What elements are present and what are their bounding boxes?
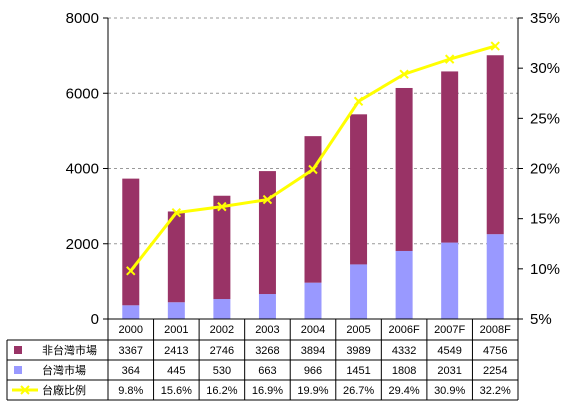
data-label: 3894 <box>301 345 325 357</box>
data-label: 16.2% <box>206 385 237 397</box>
x-tick-label: 2004 <box>301 324 325 336</box>
data-label: 663 <box>258 365 276 377</box>
legend-label: 台廠比例 <box>42 383 86 397</box>
data-label: 2031 <box>437 365 461 377</box>
legend-key-swatch <box>14 366 22 374</box>
ratio-point <box>308 164 318 175</box>
ratio-point <box>217 201 227 212</box>
y2-tick-label: 25% <box>530 110 560 127</box>
data-label: 2254 <box>483 365 507 377</box>
ratio-point <box>399 69 409 79</box>
bar-non-taiwan-market <box>258 171 276 295</box>
y2-tick-label: 20% <box>530 161 560 178</box>
bar-taiwan-market <box>441 242 459 319</box>
y-tick-label: 2000 <box>66 236 99 253</box>
bar-taiwan-market <box>167 302 185 319</box>
legend-key-swatch <box>14 346 22 354</box>
y2-tick-label: 30% <box>530 60 560 77</box>
legend-label: 台灣市場 <box>42 363 86 377</box>
data-label: 29.4% <box>389 385 420 397</box>
data-label: 1808 <box>392 365 416 377</box>
data-label: 4756 <box>483 345 507 357</box>
bar-non-taiwan-market <box>441 71 459 243</box>
y-tick-label: 8000 <box>66 10 99 27</box>
x-tick-label: 2003 <box>255 324 279 336</box>
bar-taiwan-market <box>395 250 413 319</box>
y2-tick-label: 10% <box>530 261 560 278</box>
legend-key-marker <box>20 385 30 395</box>
ratio-point <box>490 41 500 51</box>
x-tick-label: 2000 <box>119 324 143 336</box>
ratio-point <box>171 207 182 218</box>
bar-non-taiwan-market <box>486 55 504 235</box>
ratio-point <box>126 266 136 276</box>
ratio-point <box>444 54 455 64</box>
y2-tick-label: 35% <box>530 10 560 27</box>
data-label: 3989 <box>346 345 370 357</box>
x-tick-label: 2002 <box>210 324 234 336</box>
ratio-point <box>353 96 364 106</box>
y-tick-label: 0 <box>91 311 99 328</box>
legend-label: 非台灣市場 <box>42 343 97 357</box>
data-label: 4549 <box>437 345 461 357</box>
data-label: 2413 <box>164 345 188 357</box>
ratio-point <box>262 194 273 205</box>
x-tick-label: 2001 <box>164 324 188 336</box>
bar-non-taiwan-market <box>213 195 231 300</box>
data-label: 30.9% <box>434 385 465 397</box>
data-label: 32.2% <box>480 385 511 397</box>
data-label: 3367 <box>119 345 143 357</box>
data-label: 4332 <box>392 345 416 357</box>
data-label: 966 <box>304 365 322 377</box>
y-tick-label: 4000 <box>66 161 99 178</box>
bar-non-taiwan-market <box>167 211 185 303</box>
x-tick-label: 2005 <box>346 324 370 336</box>
y-tick-label: 6000 <box>66 85 99 102</box>
x-tick-label: 2008F <box>480 324 511 336</box>
data-label: 2746 <box>210 345 234 357</box>
data-label: 15.6% <box>161 385 192 397</box>
data-label: 9.8% <box>118 385 143 397</box>
y2-tick-label: 5% <box>530 311 552 328</box>
data-label: 530 <box>213 365 231 377</box>
data-label: 1451 <box>346 365 370 377</box>
data-label: 364 <box>122 365 140 377</box>
data-label: 16.9% <box>252 385 283 397</box>
bar-non-taiwan-market <box>395 87 413 251</box>
bar-taiwan-market <box>258 294 276 319</box>
bar-non-taiwan-market <box>350 114 368 265</box>
bar-non-taiwan-market <box>122 178 140 306</box>
bar-taiwan-market <box>304 282 322 319</box>
data-label: 3268 <box>255 345 279 357</box>
bar-taiwan-market <box>486 234 504 319</box>
data-label: 445 <box>167 365 185 377</box>
x-tick-label: 2006F <box>389 324 420 336</box>
y2-tick-label: 15% <box>530 211 560 228</box>
bar-taiwan-market <box>122 305 140 319</box>
x-tick-label: 2007F <box>434 324 465 336</box>
data-label: 26.7% <box>343 385 374 397</box>
bar-taiwan-market <box>213 299 231 319</box>
data-label: 19.9% <box>297 385 328 397</box>
bar-taiwan-market <box>350 264 368 319</box>
